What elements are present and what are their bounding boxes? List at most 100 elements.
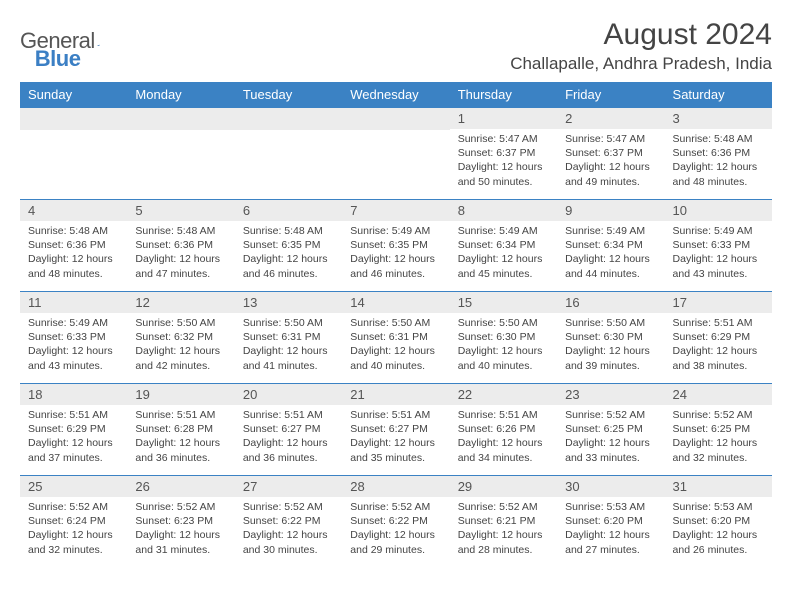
- day-cell: 14Sunrise: 5:50 AMSunset: 6:31 PMDayligh…: [342, 292, 449, 384]
- col-saturday: Saturday: [665, 82, 772, 108]
- day-cell: 2Sunrise: 5:47 AMSunset: 6:37 PMDaylight…: [557, 108, 664, 200]
- sunrise-text: Sunrise: 5:48 AM: [28, 224, 119, 238]
- sunset-text: Sunset: 6:27 PM: [243, 422, 334, 436]
- day-cell: 5Sunrise: 5:48 AMSunset: 6:36 PMDaylight…: [127, 200, 234, 292]
- day-number: 21: [342, 384, 449, 405]
- day-details: Sunrise: 5:50 AMSunset: 6:30 PMDaylight:…: [450, 313, 557, 377]
- day-details: Sunrise: 5:50 AMSunset: 6:32 PMDaylight:…: [127, 313, 234, 377]
- sunset-text: Sunset: 6:23 PM: [135, 514, 226, 528]
- location-subtitle: Challapalle, Andhra Pradesh, India: [510, 54, 772, 74]
- day-number: [235, 108, 342, 130]
- daylight-text: Daylight: 12 hours and 40 minutes.: [350, 344, 441, 372]
- day-cell: 22Sunrise: 5:51 AMSunset: 6:26 PMDayligh…: [450, 384, 557, 476]
- sunset-text: Sunset: 6:37 PM: [458, 146, 549, 160]
- sunset-text: Sunset: 6:24 PM: [28, 514, 119, 528]
- day-details: Sunrise: 5:50 AMSunset: 6:31 PMDaylight:…: [342, 313, 449, 377]
- sunrise-text: Sunrise: 5:51 AM: [243, 408, 334, 422]
- sunrise-text: Sunrise: 5:51 AM: [350, 408, 441, 422]
- daylight-text: Daylight: 12 hours and 36 minutes.: [243, 436, 334, 464]
- day-number: 17: [665, 292, 772, 313]
- sunset-text: Sunset: 6:28 PM: [135, 422, 226, 436]
- daylight-text: Daylight: 12 hours and 42 minutes.: [135, 344, 226, 372]
- day-number: 11: [20, 292, 127, 313]
- day-number: 7: [342, 200, 449, 221]
- sunrise-text: Sunrise: 5:52 AM: [28, 500, 119, 514]
- sunrise-text: Sunrise: 5:47 AM: [458, 132, 549, 146]
- day-details: Sunrise: 5:49 AMSunset: 6:33 PMDaylight:…: [665, 221, 772, 285]
- daylight-text: Daylight: 12 hours and 46 minutes.: [350, 252, 441, 280]
- sunset-text: Sunset: 6:36 PM: [28, 238, 119, 252]
- day-cell: [20, 108, 127, 200]
- sunrise-text: Sunrise: 5:50 AM: [135, 316, 226, 330]
- day-number: 14: [342, 292, 449, 313]
- sunset-text: Sunset: 6:27 PM: [350, 422, 441, 436]
- day-details: Sunrise: 5:52 AMSunset: 6:24 PMDaylight:…: [20, 497, 127, 561]
- day-details: Sunrise: 5:52 AMSunset: 6:25 PMDaylight:…: [665, 405, 772, 469]
- day-number: [127, 108, 234, 130]
- day-details: Sunrise: 5:49 AMSunset: 6:34 PMDaylight:…: [557, 221, 664, 285]
- daylight-text: Daylight: 12 hours and 46 minutes.: [243, 252, 334, 280]
- day-cell: [342, 108, 449, 200]
- day-details: Sunrise: 5:49 AMSunset: 6:34 PMDaylight:…: [450, 221, 557, 285]
- week-row: 11Sunrise: 5:49 AMSunset: 6:33 PMDayligh…: [20, 292, 772, 384]
- daylight-text: Daylight: 12 hours and 43 minutes.: [28, 344, 119, 372]
- sunset-text: Sunset: 6:31 PM: [243, 330, 334, 344]
- day-cell: 7Sunrise: 5:49 AMSunset: 6:35 PMDaylight…: [342, 200, 449, 292]
- sunset-text: Sunset: 6:35 PM: [243, 238, 334, 252]
- sunrise-text: Sunrise: 5:51 AM: [135, 408, 226, 422]
- daylight-text: Daylight: 12 hours and 36 minutes.: [135, 436, 226, 464]
- daylight-text: Daylight: 12 hours and 31 minutes.: [135, 528, 226, 556]
- daylight-text: Daylight: 12 hours and 26 minutes.: [673, 528, 764, 556]
- daylight-text: Daylight: 12 hours and 44 minutes.: [565, 252, 656, 280]
- col-thursday: Thursday: [450, 82, 557, 108]
- day-details: Sunrise: 5:51 AMSunset: 6:28 PMDaylight:…: [127, 405, 234, 469]
- sunrise-text: Sunrise: 5:50 AM: [458, 316, 549, 330]
- daylight-text: Daylight: 12 hours and 49 minutes.: [565, 160, 656, 188]
- day-details: Sunrise: 5:52 AMSunset: 6:21 PMDaylight:…: [450, 497, 557, 561]
- daylight-text: Daylight: 12 hours and 32 minutes.: [28, 528, 119, 556]
- sunset-text: Sunset: 6:36 PM: [673, 146, 764, 160]
- daylight-text: Daylight: 12 hours and 45 minutes.: [458, 252, 549, 280]
- day-number: 24: [665, 384, 772, 405]
- col-monday: Monday: [127, 82, 234, 108]
- sunset-text: Sunset: 6:26 PM: [458, 422, 549, 436]
- day-details: Sunrise: 5:50 AMSunset: 6:30 PMDaylight:…: [557, 313, 664, 377]
- daylight-text: Daylight: 12 hours and 47 minutes.: [135, 252, 226, 280]
- day-number: 13: [235, 292, 342, 313]
- day-number: 27: [235, 476, 342, 497]
- day-number: [20, 108, 127, 130]
- sunset-text: Sunset: 6:30 PM: [458, 330, 549, 344]
- sunrise-text: Sunrise: 5:49 AM: [458, 224, 549, 238]
- day-cell: 26Sunrise: 5:52 AMSunset: 6:23 PMDayligh…: [127, 476, 234, 568]
- day-details: Sunrise: 5:52 AMSunset: 6:23 PMDaylight:…: [127, 497, 234, 561]
- day-cell: 11Sunrise: 5:49 AMSunset: 6:33 PMDayligh…: [20, 292, 127, 384]
- day-number: 29: [450, 476, 557, 497]
- day-cell: 15Sunrise: 5:50 AMSunset: 6:30 PMDayligh…: [450, 292, 557, 384]
- sunrise-text: Sunrise: 5:49 AM: [350, 224, 441, 238]
- daylight-text: Daylight: 12 hours and 30 minutes.: [243, 528, 334, 556]
- sunrise-text: Sunrise: 5:52 AM: [135, 500, 226, 514]
- day-cell: 29Sunrise: 5:52 AMSunset: 6:21 PMDayligh…: [450, 476, 557, 568]
- day-cell: 10Sunrise: 5:49 AMSunset: 6:33 PMDayligh…: [665, 200, 772, 292]
- day-number: 5: [127, 200, 234, 221]
- sunrise-text: Sunrise: 5:49 AM: [28, 316, 119, 330]
- day-header-row: Sunday Monday Tuesday Wednesday Thursday…: [20, 82, 772, 108]
- sunset-text: Sunset: 6:31 PM: [350, 330, 441, 344]
- sunrise-text: Sunrise: 5:53 AM: [673, 500, 764, 514]
- daylight-text: Daylight: 12 hours and 48 minutes.: [673, 160, 764, 188]
- day-number: 18: [20, 384, 127, 405]
- week-row: 4Sunrise: 5:48 AMSunset: 6:36 PMDaylight…: [20, 200, 772, 292]
- day-number: 4: [20, 200, 127, 221]
- day-cell: 30Sunrise: 5:53 AMSunset: 6:20 PMDayligh…: [557, 476, 664, 568]
- sunrise-text: Sunrise: 5:48 AM: [135, 224, 226, 238]
- day-details: Sunrise: 5:51 AMSunset: 6:29 PMDaylight:…: [20, 405, 127, 469]
- sunset-text: Sunset: 6:30 PM: [565, 330, 656, 344]
- day-details: Sunrise: 5:49 AMSunset: 6:35 PMDaylight:…: [342, 221, 449, 285]
- col-sunday: Sunday: [20, 82, 127, 108]
- day-details: Sunrise: 5:51 AMSunset: 6:29 PMDaylight:…: [665, 313, 772, 377]
- day-number: 12: [127, 292, 234, 313]
- week-row: 25Sunrise: 5:52 AMSunset: 6:24 PMDayligh…: [20, 476, 772, 568]
- col-wednesday: Wednesday: [342, 82, 449, 108]
- day-details: Sunrise: 5:49 AMSunset: 6:33 PMDaylight:…: [20, 313, 127, 377]
- day-number: 15: [450, 292, 557, 313]
